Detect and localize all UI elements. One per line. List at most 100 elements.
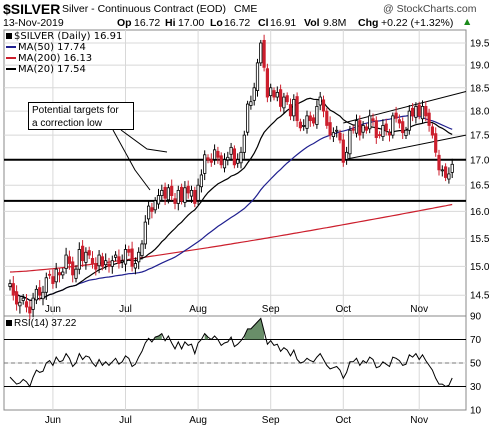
candle-body: [407, 110, 411, 131]
volume-value: 9.8M: [323, 17, 347, 29]
candle-body: [394, 112, 398, 119]
candle-body: [18, 301, 22, 307]
candle-body: [443, 166, 448, 178]
candle-body: [90, 258, 95, 264]
candle-body: [371, 118, 375, 122]
candle-body: [344, 151, 349, 160]
candle-body: [447, 173, 451, 180]
candle-body: [173, 198, 177, 204]
candle-body: [414, 106, 418, 118]
candle-body: [440, 169, 444, 172]
legend-price-label: $SILVER (Daily) 16.91: [14, 31, 123, 42]
watermark: @ StockCharts.com: [383, 3, 477, 15]
candle-body: [104, 260, 108, 266]
annotation-arrow-upper: [120, 129, 168, 153]
candle-body: [94, 263, 98, 270]
change-up-icon: ▲: [462, 16, 473, 28]
candle-body: [265, 68, 270, 98]
x-tick-label: Jul: [119, 304, 132, 315]
candle-body: [420, 106, 425, 120]
candle-body: [302, 125, 306, 127]
candle-body: [117, 256, 121, 264]
x-tick-label: Sep: [262, 415, 280, 426]
candle-body: [156, 195, 161, 205]
candle-body: [21, 297, 25, 301]
price-tick-label: 16.0: [470, 207, 490, 218]
candle-body: [229, 146, 233, 155]
candle-body: [67, 256, 71, 264]
candle-body: [77, 249, 81, 270]
candle-body: [226, 156, 230, 161]
candle-body: [114, 254, 118, 258]
candle-body: [219, 155, 223, 166]
close-value: 16.91: [270, 17, 297, 29]
candle-body: [391, 115, 395, 136]
x-axis: Jun Jun Jul Jul Aug Aug Sep Sep Oct Oct Nov Nov: [45, 304, 428, 426]
x-tick-label: Nov: [410, 415, 428, 426]
rsi-line: [9, 317, 453, 388]
rsi-label-text: RSI(14) 37.22: [14, 318, 77, 329]
candle-body: [61, 271, 65, 276]
candle-body: [348, 129, 352, 155]
price-tick-label: 19.5: [470, 38, 490, 49]
candle-body: [163, 186, 167, 199]
candle-body: [179, 186, 184, 202]
legend-ma50-label: MA(50) 17.74: [18, 42, 86, 53]
change-label: Chg: [358, 17, 379, 29]
candle-body: [434, 133, 438, 153]
annotation-arrows: [112, 129, 168, 191]
candle-body: [212, 149, 217, 160]
x-tick-label: Sep: [262, 304, 280, 315]
legend-ma20-label: MA(20) 17.54: [18, 64, 86, 75]
candle-body: [130, 248, 134, 267]
price-tick-label: 15.0: [470, 262, 490, 273]
price-panel-frame: [3, 29, 467, 317]
candle-body: [377, 134, 382, 137]
candle-body: [338, 132, 342, 141]
candle-body: [8, 283, 12, 287]
candle-body: [153, 200, 157, 211]
candle-body: [209, 159, 213, 163]
rsi-tick-label: 30: [470, 382, 482, 393]
low-label: Lo: [210, 17, 223, 29]
candle-body: [275, 92, 279, 98]
candle-body: [308, 115, 312, 122]
candle-body: [239, 151, 243, 164]
candle-body: [364, 126, 369, 131]
candle-body: [206, 157, 210, 161]
rsi-swatch: [6, 320, 12, 326]
candle-body: [183, 187, 187, 203]
volume-label: Vol: [304, 17, 320, 29]
candle-body: [123, 249, 128, 265]
candle-body: [272, 90, 276, 98]
candle-body: [321, 99, 326, 112]
candle-body: [48, 273, 52, 276]
rsi-tick-label: 70: [470, 335, 482, 346]
open-value: 16.72: [134, 17, 161, 29]
rsi-label: RSI(14) 37.22: [6, 319, 76, 329]
x-tick-label: Jun: [45, 415, 61, 426]
trend-channel: [343, 91, 467, 161]
candle-body: [325, 110, 329, 126]
price-tick-label: 17.5: [470, 131, 490, 142]
candle-body: [401, 121, 405, 134]
candle-body: [38, 287, 42, 296]
candle-body: [255, 62, 260, 91]
candle-body: [252, 87, 256, 101]
y-axis: 14.5 15.0 15.5 16.0 16.5 17.0 17.5 18.0 18.5 19.0…: [470, 38, 490, 416]
candle-body: [127, 249, 131, 253]
candle-body: [14, 291, 19, 305]
annotation-line-1: Potential targets for: [32, 105, 119, 116]
high-value: 17.00: [178, 17, 205, 29]
candle-body: [410, 107, 415, 117]
price-tick-label: 18.0: [470, 107, 490, 118]
rsi-tick-label: 50: [470, 359, 482, 370]
candle-body: [107, 263, 111, 267]
candle-body: [262, 39, 266, 68]
candle-body: [259, 42, 263, 64]
ma20-line: [9, 97, 453, 302]
channel-upper-line: [343, 91, 467, 124]
candle-body: [186, 185, 190, 194]
candle-body: [87, 250, 91, 256]
candle-body: [196, 184, 200, 201]
